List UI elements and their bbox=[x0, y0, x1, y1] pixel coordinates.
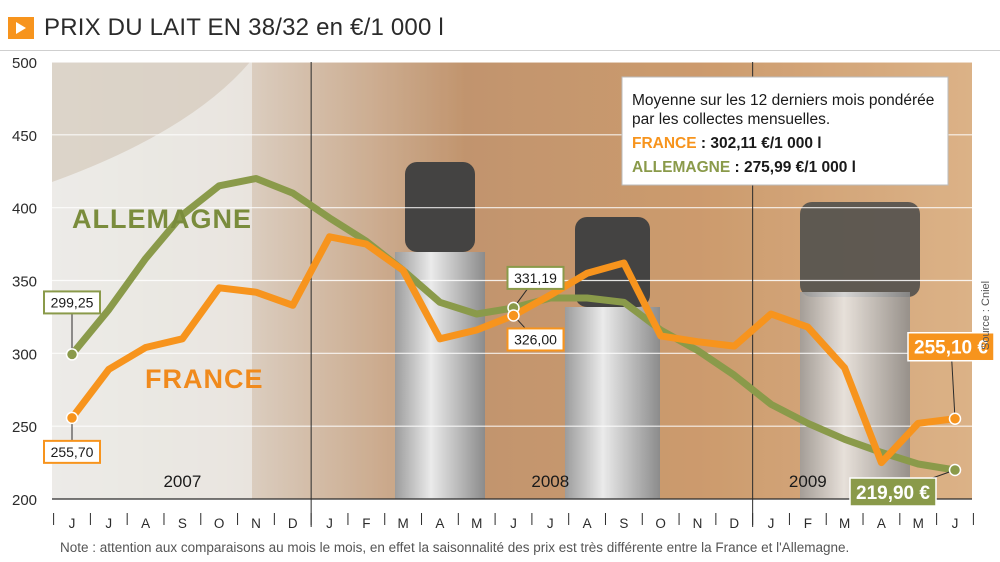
annotation-label: 219,90 € bbox=[856, 483, 930, 504]
footnote: Note : attention aux comparaisons au moi… bbox=[60, 540, 850, 555]
x-tick-label: A bbox=[141, 516, 150, 531]
annotation-label: 255,10 € bbox=[914, 338, 988, 359]
annotation-box bbox=[907, 331, 995, 362]
x-tick-label: S bbox=[619, 516, 628, 531]
info-france-value: : 302,11 €/1 000 l bbox=[697, 135, 822, 152]
annotation-box bbox=[506, 265, 565, 290]
annotation-point bbox=[507, 309, 520, 322]
x-tick-label: M bbox=[913, 516, 924, 531]
annotation-label: 255,70 bbox=[51, 444, 94, 460]
info-line-2: par les collectes mensuelles. bbox=[632, 111, 830, 128]
y-tick-label: 500 bbox=[12, 55, 37, 72]
x-tick-label: J bbox=[952, 516, 959, 531]
series-label-france: FRANCE bbox=[145, 364, 264, 394]
annotation-box bbox=[43, 439, 101, 464]
y-tick-label: 300 bbox=[12, 346, 37, 363]
info-allemagne-line: ALLEMAGNE : 275,99 €/1 000 l bbox=[632, 159, 856, 176]
info-allemagne-label: ALLEMAGNE bbox=[632, 159, 730, 176]
y-tick-label: 200 bbox=[12, 492, 37, 509]
x-axis: J J A S O N D J F M A M J J A S O N D J F M A M J 2007 2008 2009 bbox=[52, 472, 974, 531]
annotation-label: 331,19 bbox=[514, 270, 557, 286]
x-tick-label: J bbox=[69, 516, 76, 531]
annotation-label: 299,25 bbox=[51, 294, 94, 310]
x-tick-label: J bbox=[768, 516, 775, 531]
play-triangle-icon bbox=[8, 17, 34, 39]
x-tick-label: A bbox=[877, 516, 886, 531]
milk-price-chart: 200 250 300 350 400 450 500 J J A S O N D J F M A M J J A S O N… bbox=[12, 55, 995, 531]
x-tick-label: D bbox=[729, 516, 739, 531]
chart-title-bar: PRIX DU LAIT EN 38/32 en €/1 000 l bbox=[8, 10, 992, 46]
x-tick-label: M bbox=[471, 516, 482, 531]
x-tick-label: A bbox=[583, 516, 592, 531]
info-allemagne-value: : 275,99 €/1 000 l bbox=[730, 159, 856, 176]
x-tick-label: D bbox=[288, 516, 298, 531]
chart-title: PRIX DU LAIT EN 38/32 en €/1 000 l bbox=[44, 14, 444, 41]
y-tick-label: 400 bbox=[12, 201, 37, 218]
x-tick-label: F bbox=[362, 516, 370, 531]
x-tick-label: M bbox=[839, 516, 850, 531]
info-line-1: Moyenne sur les 12 derniers mois pondéré… bbox=[632, 92, 934, 109]
x-tick-label: O bbox=[655, 516, 666, 531]
y-tick-label: 350 bbox=[12, 274, 37, 291]
average-info-box: Moyenne sur les 12 derniers mois pondéré… bbox=[621, 76, 949, 186]
year-label: 2007 bbox=[163, 472, 201, 491]
source-credit: Source : Cniel bbox=[980, 280, 992, 350]
annotation-box bbox=[849, 477, 937, 507]
value-annotations: 299,25 255,70 331,19 326,00 255,10 € 219,90 € bbox=[43, 265, 995, 507]
x-tick-label: N bbox=[251, 516, 261, 531]
annotation-point bbox=[65, 348, 79, 361]
series-name-labels: ALLEMAGNE FRANCE bbox=[72, 204, 264, 394]
y-tick-label: 250 bbox=[12, 419, 37, 436]
annotation-point bbox=[948, 463, 962, 477]
x-tick-label: O bbox=[214, 516, 225, 531]
title-divider bbox=[0, 50, 1000, 51]
y-tick-label: 450 bbox=[12, 128, 37, 145]
annotation-box bbox=[43, 290, 101, 315]
x-tick-label: J bbox=[547, 516, 554, 531]
year-label: 2008 bbox=[531, 472, 569, 491]
x-tick-label: N bbox=[693, 516, 703, 531]
x-tick-label: S bbox=[178, 516, 187, 531]
x-tick-label: A bbox=[435, 516, 444, 531]
annotation-box bbox=[506, 327, 565, 352]
info-france-label: FRANCE bbox=[632, 135, 697, 152]
x-tick-label: J bbox=[326, 516, 333, 531]
annotation-point bbox=[948, 412, 962, 425]
x-tick-label: M bbox=[398, 516, 409, 531]
year-label: 2009 bbox=[789, 472, 827, 491]
x-tick-label: F bbox=[804, 516, 812, 531]
x-tick-label: J bbox=[510, 516, 517, 531]
annotation-label: 326,00 bbox=[514, 331, 557, 347]
y-axis: 200 250 300 350 400 450 500 bbox=[12, 55, 37, 509]
info-france-line: FRANCE : 302,11 €/1 000 l bbox=[632, 135, 822, 152]
series-label-allemagne: ALLEMAGNE bbox=[72, 204, 252, 234]
annotation-point bbox=[65, 411, 79, 425]
x-tick-label: J bbox=[105, 516, 112, 531]
